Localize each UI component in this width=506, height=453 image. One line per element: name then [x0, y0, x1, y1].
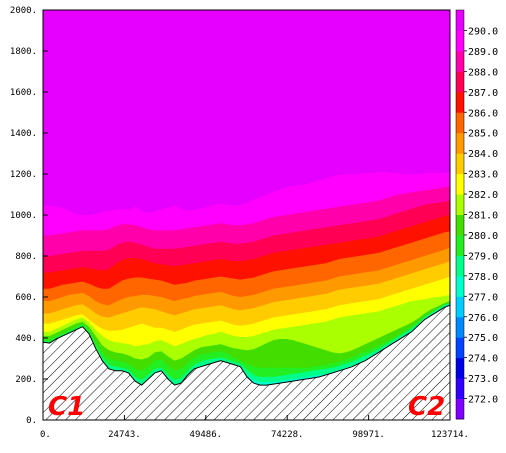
colorbar-swatch — [456, 357, 464, 379]
colorbar-label: 274.0 — [468, 354, 498, 365]
y-tick-label: 1800. — [10, 47, 37, 57]
colorbar-swatch — [456, 91, 464, 113]
x-tick-label: 74228. — [271, 430, 304, 440]
colorbar-swatch — [456, 275, 464, 297]
plot-area — [43, 10, 450, 420]
x-axis: 0. 24743. 49486. 74228. 98971. 123714. — [40, 415, 469, 440]
colorbar-label: 282.0 — [468, 190, 498, 201]
colorbar-label: 287.0 — [468, 88, 498, 99]
colorbar-swatch — [456, 378, 464, 400]
annotation-c1: C1 — [48, 392, 85, 422]
colorbar: 272.0 273.0 274.0 275.0 276.0 277.0 278.0 279.0… — [455, 9, 498, 420]
colorbar-swatch — [456, 316, 464, 338]
x-tick-label: 123714. — [431, 430, 469, 440]
colorbar-label: 285.0 — [468, 129, 498, 140]
colorbar-label: 278.0 — [468, 272, 498, 283]
colorbar-swatch — [456, 30, 464, 52]
colorbar-label: 284.0 — [468, 149, 498, 160]
colorbar-swatch — [456, 71, 464, 93]
colorbar-label: 280.0 — [468, 231, 498, 242]
y-tick-label: 400. — [15, 334, 37, 344]
x-tick-label: 49486. — [190, 430, 223, 440]
y-tick-label: 1200. — [10, 170, 37, 180]
colorbar-label: 279.0 — [468, 251, 498, 262]
colorbar-label: 289.0 — [468, 47, 498, 58]
y-tick-label: 0. — [26, 416, 37, 426]
colorbar-label: 288.0 — [468, 67, 498, 78]
y-tick-label: 1000. — [10, 211, 37, 221]
colorbar-label: 277.0 — [468, 292, 498, 303]
colorbar-swatch — [456, 234, 464, 256]
y-tick-label: 200. — [15, 375, 37, 385]
colorbar-swatch — [456, 194, 464, 215]
colorbar-swatch — [456, 112, 464, 134]
colorbar-label: 275.0 — [468, 333, 498, 344]
x-tick-label: 24743. — [108, 430, 141, 440]
colorbar-label: 273.0 — [468, 374, 498, 385]
colorbar-swatch — [456, 214, 464, 236]
y-tick-label: 600. — [15, 293, 37, 303]
colorbar-swatch — [456, 153, 464, 175]
colorbar-label: 281.0 — [468, 211, 498, 222]
colorbar-label: 276.0 — [468, 313, 498, 324]
colorbar-label: 272.0 — [468, 395, 498, 406]
y-tick-label: 2000. — [10, 6, 37, 16]
colorbar-label: 286.0 — [468, 108, 498, 119]
colorbar-swatch — [456, 398, 464, 420]
colorbar-label: 283.0 — [468, 170, 498, 181]
colorbar-swatch — [456, 132, 464, 154]
y-axis: 0. 200. 400. 600. 800. 1000. 1200. 1400. 1600. 18… — [10, 6, 48, 426]
colorbar-swatch — [456, 296, 464, 318]
terrain — [43, 304, 450, 420]
x-tick-label: 0. — [40, 430, 51, 440]
colorbar-swatch — [456, 173, 464, 195]
colorbar-swatch — [456, 50, 464, 72]
colorbar-swatch — [456, 337, 464, 359]
x-tick-label: 98971. — [352, 430, 385, 440]
y-tick-label: 800. — [15, 252, 37, 262]
y-tick-label: 1400. — [10, 129, 37, 139]
annotation-c2: C2 — [408, 392, 445, 422]
y-tick-label: 1600. — [10, 88, 37, 98]
colorbar-label: 290.0 — [468, 26, 498, 37]
colorbar-swatch — [456, 10, 464, 31]
colorbar-swatch — [456, 255, 464, 277]
